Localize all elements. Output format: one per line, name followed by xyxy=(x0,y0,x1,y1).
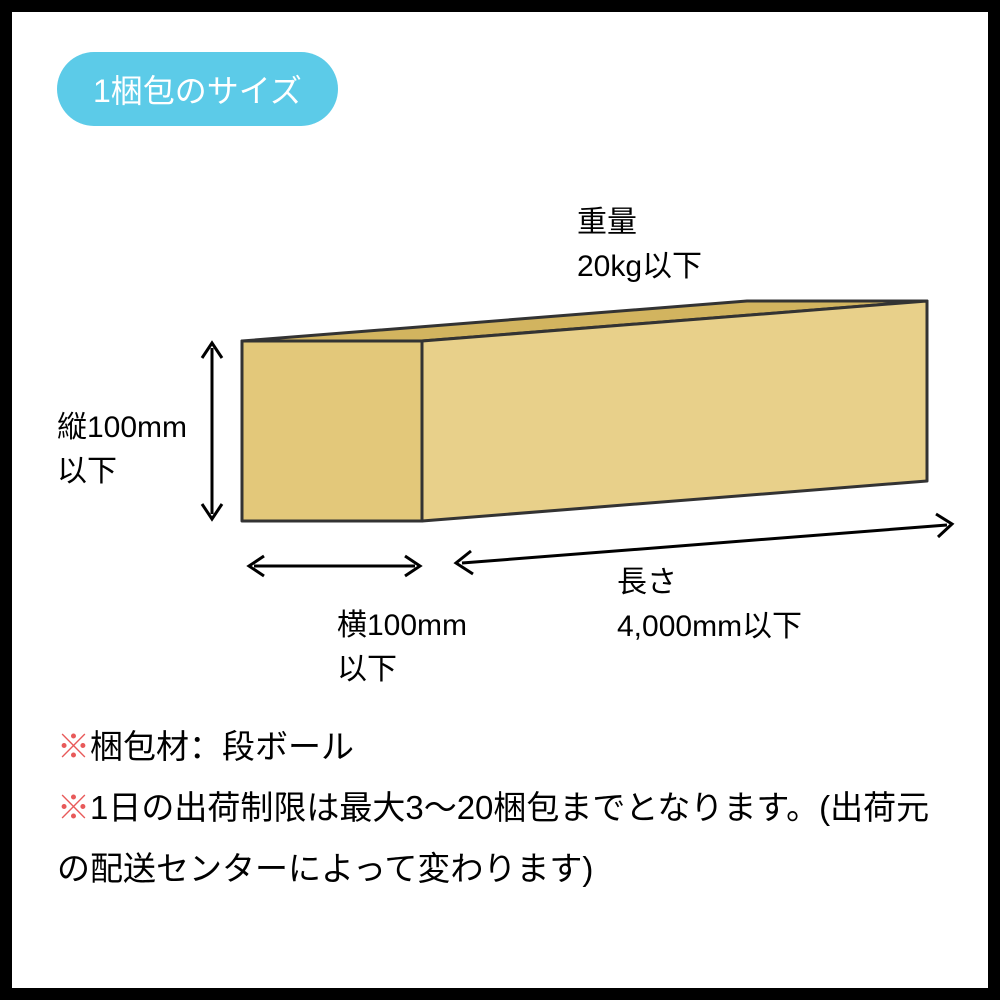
length-line2: 4,000mm以下 xyxy=(617,610,802,643)
note-prefix-2: ※ xyxy=(57,789,90,826)
width-line2: 以下 xyxy=(337,653,397,686)
width-label: 横100mm 以下 xyxy=(337,604,467,691)
height-line2: 以下 xyxy=(57,455,117,488)
notes-block: ※梱包材：段ボール ※1日の出荷制限は最大3～20梱包までとなります。(出荷元の… xyxy=(57,716,943,899)
length-line1: 長さ xyxy=(617,566,677,599)
height-line1: 縦100mm xyxy=(57,411,187,444)
note-1: ※梱包材：段ボール xyxy=(57,716,943,777)
box-front-face xyxy=(242,341,422,521)
note-prefix-1: ※ xyxy=(57,728,90,765)
package-diagram: 重量 20kg以下 縦100mm 以下 横100mm 以下 長さ 4,000mm… xyxy=(57,126,943,686)
note-1-text: 梱包材：段ボール xyxy=(90,728,354,765)
weight-label: 重量 20kg以下 xyxy=(577,201,702,288)
title-badge: 1梱包のサイズ xyxy=(57,52,338,126)
outer-frame: 1梱包のサイズ xyxy=(0,0,1000,1000)
width-line1: 横100mm xyxy=(337,609,467,642)
note-2: ※1日の出荷制限は最大3～20梱包までとなります。(出荷元の配送センターによって… xyxy=(57,777,943,899)
weight-line2: 20kg以下 xyxy=(577,250,702,283)
height-label: 縦100mm 以下 xyxy=(57,406,187,493)
width-arrow xyxy=(249,556,420,576)
box-3d-svg xyxy=(57,126,957,686)
weight-line1: 重量 xyxy=(577,206,637,239)
height-arrow xyxy=(202,343,222,519)
length-label: 長さ 4,000mm以下 xyxy=(617,561,802,648)
box-side-face xyxy=(422,301,927,521)
note-2-text: 1日の出荷制限は最大3～20梱包までとなります。(出荷元の配送センターによって変… xyxy=(57,789,929,887)
